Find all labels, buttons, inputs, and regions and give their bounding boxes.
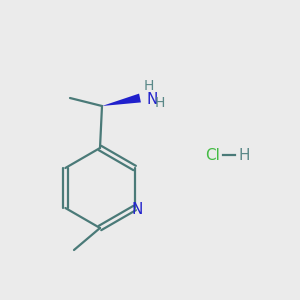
Text: N: N	[146, 92, 158, 106]
Text: N: N	[132, 202, 143, 217]
Text: H: H	[144, 79, 154, 93]
Polygon shape	[102, 94, 141, 106]
Text: H: H	[238, 148, 250, 163]
Text: H: H	[155, 96, 165, 110]
Text: Cl: Cl	[205, 148, 220, 163]
